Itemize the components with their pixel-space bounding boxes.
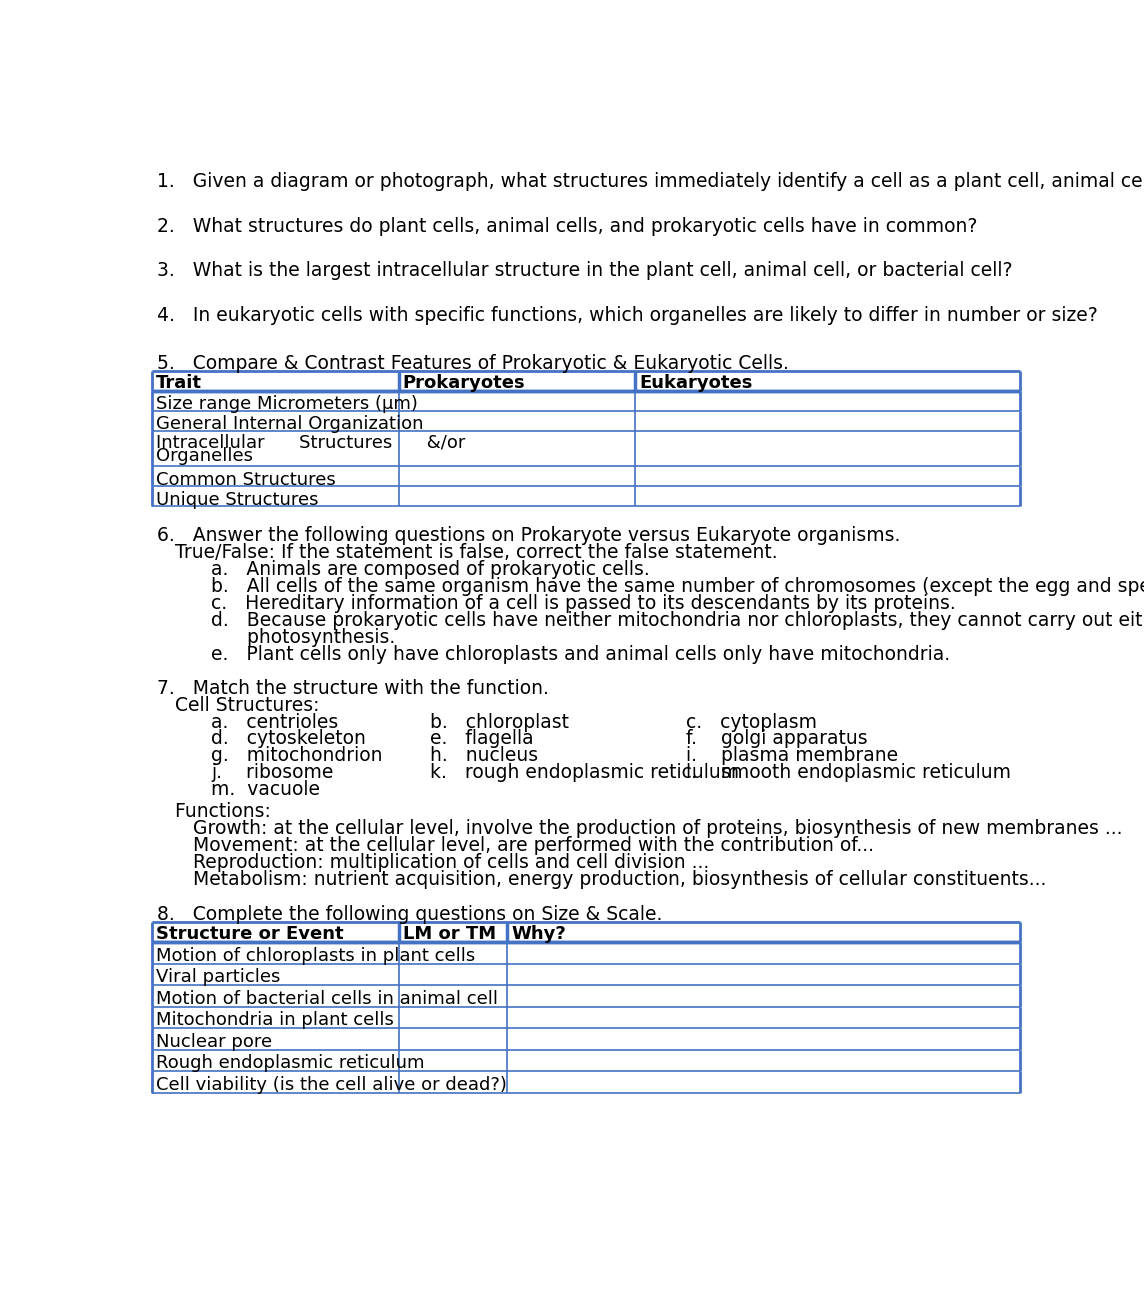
- Text: Growth: at the cellular level, involve the production of proteins, biosynthesis : Growth: at the cellular level, involve t…: [157, 818, 1122, 838]
- Text: h.   nucleus: h. nucleus: [430, 746, 538, 766]
- Text: i.    plasma membrane: i. plasma membrane: [685, 746, 898, 766]
- Text: Metabolism: nutrient acquisition, energy production, biosynthesis of cellular co: Metabolism: nutrient acquisition, energy…: [157, 869, 1047, 889]
- Text: Nuclear pore: Nuclear pore: [157, 1032, 272, 1051]
- Text: j.    ribosome: j. ribosome: [212, 763, 334, 783]
- Text: Trait: Trait: [157, 373, 202, 392]
- Text: Mitochondria in plant cells: Mitochondria in plant cells: [157, 1011, 394, 1030]
- Text: 2.   What structures do plant cells, animal cells, and prokaryotic cells have in: 2. What structures do plant cells, anima…: [157, 217, 977, 236]
- Text: Structure or Event: Structure or Event: [157, 925, 344, 944]
- Text: 5.   Compare & Contrast Features of Prokaryotic & Eukaryotic Cells.: 5. Compare & Contrast Features of Prokar…: [157, 354, 789, 373]
- Text: Size range Micrometers (μm): Size range Micrometers (μm): [157, 395, 418, 414]
- Text: d.   cytoskeleton: d. cytoskeleton: [212, 729, 366, 749]
- Text: Cell Structures:: Cell Structures:: [157, 696, 319, 715]
- Text: 1.   Given a diagram or photograph, what structures immediately identify a cell : 1. Given a diagram or photograph, what s…: [157, 172, 1144, 191]
- Text: a.   Animals are composed of prokaryotic cells.: a. Animals are composed of prokaryotic c…: [212, 560, 650, 579]
- Text: True/False: If the statement is false, correct the false statement.: True/False: If the statement is false, c…: [157, 543, 778, 562]
- Text: l.    smooth endoplasmic reticulum: l. smooth endoplasmic reticulum: [685, 763, 1010, 783]
- Text: m.  vacuole: m. vacuole: [212, 780, 320, 799]
- Text: Intracellular      Structures      &/or: Intracellular Structures &/or: [157, 433, 466, 452]
- Text: Unique Structures: Unique Structures: [157, 491, 319, 509]
- Text: 3.   What is the largest intracellular structure in the plant cell, animal cell,: 3. What is the largest intracellular str…: [157, 261, 1012, 281]
- Text: Movement: at the cellular level, are performed with the contribution of...: Movement: at the cellular level, are per…: [157, 835, 874, 855]
- Text: Rough endoplasmic reticulum: Rough endoplasmic reticulum: [157, 1054, 424, 1073]
- Text: c.   Hereditary information of a cell is passed to its descendants by its protei: c. Hereditary information of a cell is p…: [212, 594, 956, 613]
- Text: e.   Plant cells only have chloroplasts and animal cells only have mitochondria.: e. Plant cells only have chloroplasts an…: [212, 645, 951, 664]
- Text: Cell viability (is the cell alive or dead?): Cell viability (is the cell alive or dea…: [157, 1077, 507, 1094]
- Text: Functions:: Functions:: [157, 801, 271, 821]
- Text: Viral particles: Viral particles: [157, 968, 280, 987]
- Text: e.   flagella: e. flagella: [430, 729, 533, 749]
- Text: Motion of bacterial cells in animal cell: Motion of bacterial cells in animal cell: [157, 989, 498, 1007]
- Text: Motion of chloroplasts in plant cells: Motion of chloroplasts in plant cells: [157, 946, 476, 964]
- Text: Eukaryotes: Eukaryotes: [639, 373, 753, 392]
- Text: Reproduction: multiplication of cells and cell division ...: Reproduction: multiplication of cells an…: [157, 852, 709, 872]
- Text: f.    golgi apparatus: f. golgi apparatus: [685, 729, 867, 749]
- Text: Why?: Why?: [511, 925, 566, 944]
- Text: b.   chloroplast: b. chloroplast: [430, 713, 569, 732]
- Text: c.   cytoplasm: c. cytoplasm: [685, 713, 817, 732]
- Text: Prokaryotes: Prokaryotes: [403, 373, 525, 392]
- Text: Common Structures: Common Structures: [157, 471, 336, 489]
- Text: 4.   In eukaryotic cells with specific functions, which organelles are likely to: 4. In eukaryotic cells with specific fun…: [157, 305, 1098, 325]
- Text: a.   centrioles: a. centrioles: [212, 713, 339, 732]
- Text: General Internal Organization: General Internal Organization: [157, 415, 423, 433]
- Text: 7.   Match the structure with the function.: 7. Match the structure with the function…: [157, 679, 549, 698]
- Text: b.   All cells of the same organism have the same number of chromosomes (except : b. All cells of the same organism have t…: [212, 577, 1144, 596]
- Text: k.   rough endoplasmic reticulum: k. rough endoplasmic reticulum: [430, 763, 739, 783]
- Text: photosynthesis.: photosynthesis.: [212, 628, 396, 647]
- Text: Organelles: Organelles: [157, 446, 253, 465]
- Text: LM or TM: LM or TM: [403, 925, 495, 944]
- Text: 6.   Answer the following questions on Prokaryote versus Eukaryote organisms.: 6. Answer the following questions on Pro…: [157, 526, 900, 545]
- Text: g.   mitochondrion: g. mitochondrion: [212, 746, 383, 766]
- Text: 8.   Complete the following questions on Size & Scale.: 8. Complete the following questions on S…: [157, 906, 662, 924]
- Text: d.   Because prokaryotic cells have neither mitochondria nor chloroplasts, they : d. Because prokaryotic cells have neithe…: [212, 611, 1144, 630]
